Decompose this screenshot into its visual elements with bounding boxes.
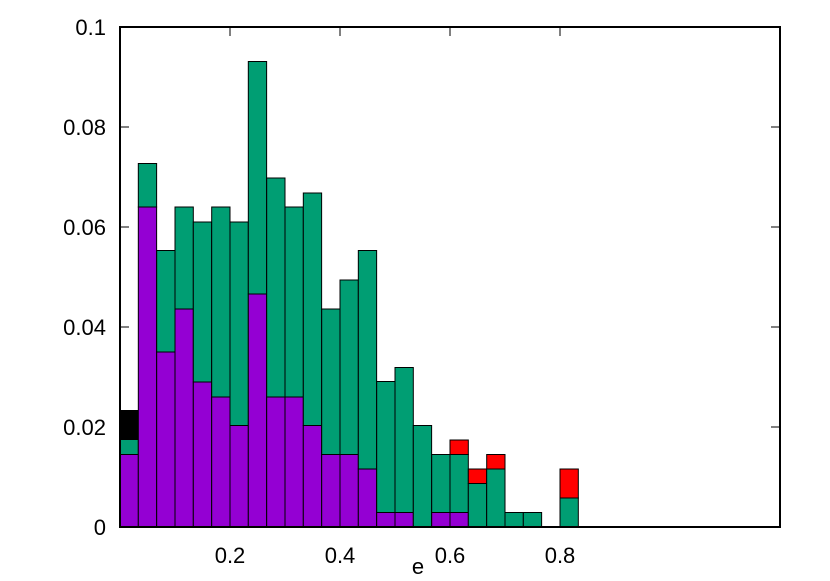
bar-segment bbox=[376, 512, 396, 528]
bar-segment bbox=[211, 206, 231, 398]
bar-segment bbox=[394, 367, 414, 513]
bar-segment bbox=[302, 425, 323, 528]
bar-segment bbox=[394, 512, 414, 528]
bar-segment bbox=[211, 396, 231, 528]
y-tick-label: 0 bbox=[94, 515, 106, 540]
y-tick-label: 0.1 bbox=[75, 15, 106, 40]
bar-segment bbox=[174, 206, 194, 310]
bar-segment bbox=[156, 250, 176, 353]
bar-segment bbox=[302, 192, 323, 426]
y-tick-label: 0.04 bbox=[63, 315, 106, 340]
bar-segment bbox=[321, 308, 341, 455]
bar-segment bbox=[486, 454, 506, 470]
bar-segment bbox=[522, 512, 543, 528]
bar-segment bbox=[321, 454, 341, 528]
bar-segment bbox=[559, 468, 579, 499]
bar-segment bbox=[247, 293, 268, 528]
bar-segment bbox=[192, 381, 213, 528]
bar-segment bbox=[412, 425, 433, 528]
bar-segment bbox=[247, 61, 268, 295]
bar-segment bbox=[229, 221, 249, 426]
bar-segment bbox=[284, 396, 304, 528]
bar-segment bbox=[449, 454, 469, 513]
y-tick-label: 0.06 bbox=[63, 215, 106, 240]
bar-segment bbox=[376, 381, 396, 513]
bar-segment bbox=[229, 425, 249, 528]
y-tick-label: 0.08 bbox=[63, 115, 106, 140]
bar-segment bbox=[449, 512, 469, 528]
bar-segment bbox=[357, 468, 378, 528]
bar-segment bbox=[266, 177, 286, 398]
bar-segment bbox=[339, 279, 359, 455]
bar-segment bbox=[137, 206, 158, 528]
bar-segment bbox=[192, 221, 213, 383]
bar-segment bbox=[467, 483, 488, 528]
bar-segment bbox=[156, 351, 176, 528]
bar-segment bbox=[119, 410, 139, 440]
bar-segment bbox=[137, 163, 158, 208]
y-tick-label: 0.02 bbox=[63, 415, 106, 440]
bar-segment bbox=[486, 468, 506, 528]
bar-segment bbox=[357, 250, 378, 470]
tick-labels-group: 0 0.02 0.04 0.06 0.08 0.1 0.2 0.4 0.6 0.8 bbox=[63, 15, 575, 568]
bar-segment bbox=[504, 512, 524, 528]
x-tick-label: 0.2 bbox=[215, 543, 246, 568]
bar-segment bbox=[266, 396, 286, 528]
bar-segment bbox=[467, 468, 488, 484]
bar-segment bbox=[431, 454, 451, 513]
bar-segment bbox=[431, 512, 451, 528]
x-tick-label: 0.4 bbox=[325, 543, 356, 568]
bar-segment bbox=[559, 497, 579, 528]
bar-segment bbox=[174, 308, 194, 528]
bar-segment bbox=[284, 206, 304, 398]
bar-segment bbox=[339, 454, 359, 528]
x-tick-label: 0.8 bbox=[545, 543, 576, 568]
bar-segment bbox=[449, 439, 469, 455]
ticks-group bbox=[120, 26, 780, 528]
bar-segment bbox=[119, 439, 139, 455]
bars-group bbox=[119, 61, 579, 528]
x-axis-label: e bbox=[412, 554, 424, 579]
bar-segment bbox=[119, 454, 139, 528]
x-tick-label: 0.6 bbox=[435, 543, 466, 568]
